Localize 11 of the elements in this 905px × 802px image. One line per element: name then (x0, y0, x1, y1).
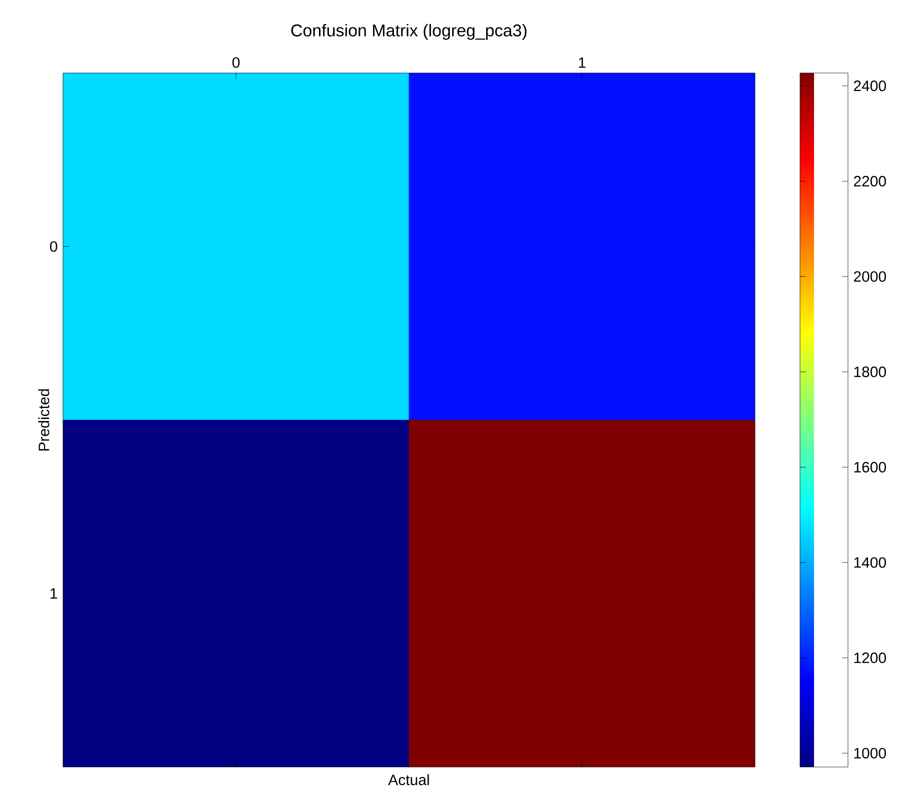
x-axis-title: Actual (388, 774, 429, 786)
y-axis-title: Predicted (38, 389, 50, 450)
color-bar-label: 1800 (854, 366, 886, 378)
color-bar-label: 2400 (854, 80, 886, 92)
color-bar-label: 1000 (854, 748, 886, 758)
color-bar-label: 1200 (854, 652, 886, 664)
color-bar-label: 1400 (854, 557, 886, 568)
color-bar-label: 1600 (854, 462, 886, 472)
color-bar-label: 2200 (854, 176, 886, 186)
color-bar-label: 2000 (854, 271, 886, 282)
chart-title: Confusion Matrix (logreg_pca3) (291, 24, 526, 40)
